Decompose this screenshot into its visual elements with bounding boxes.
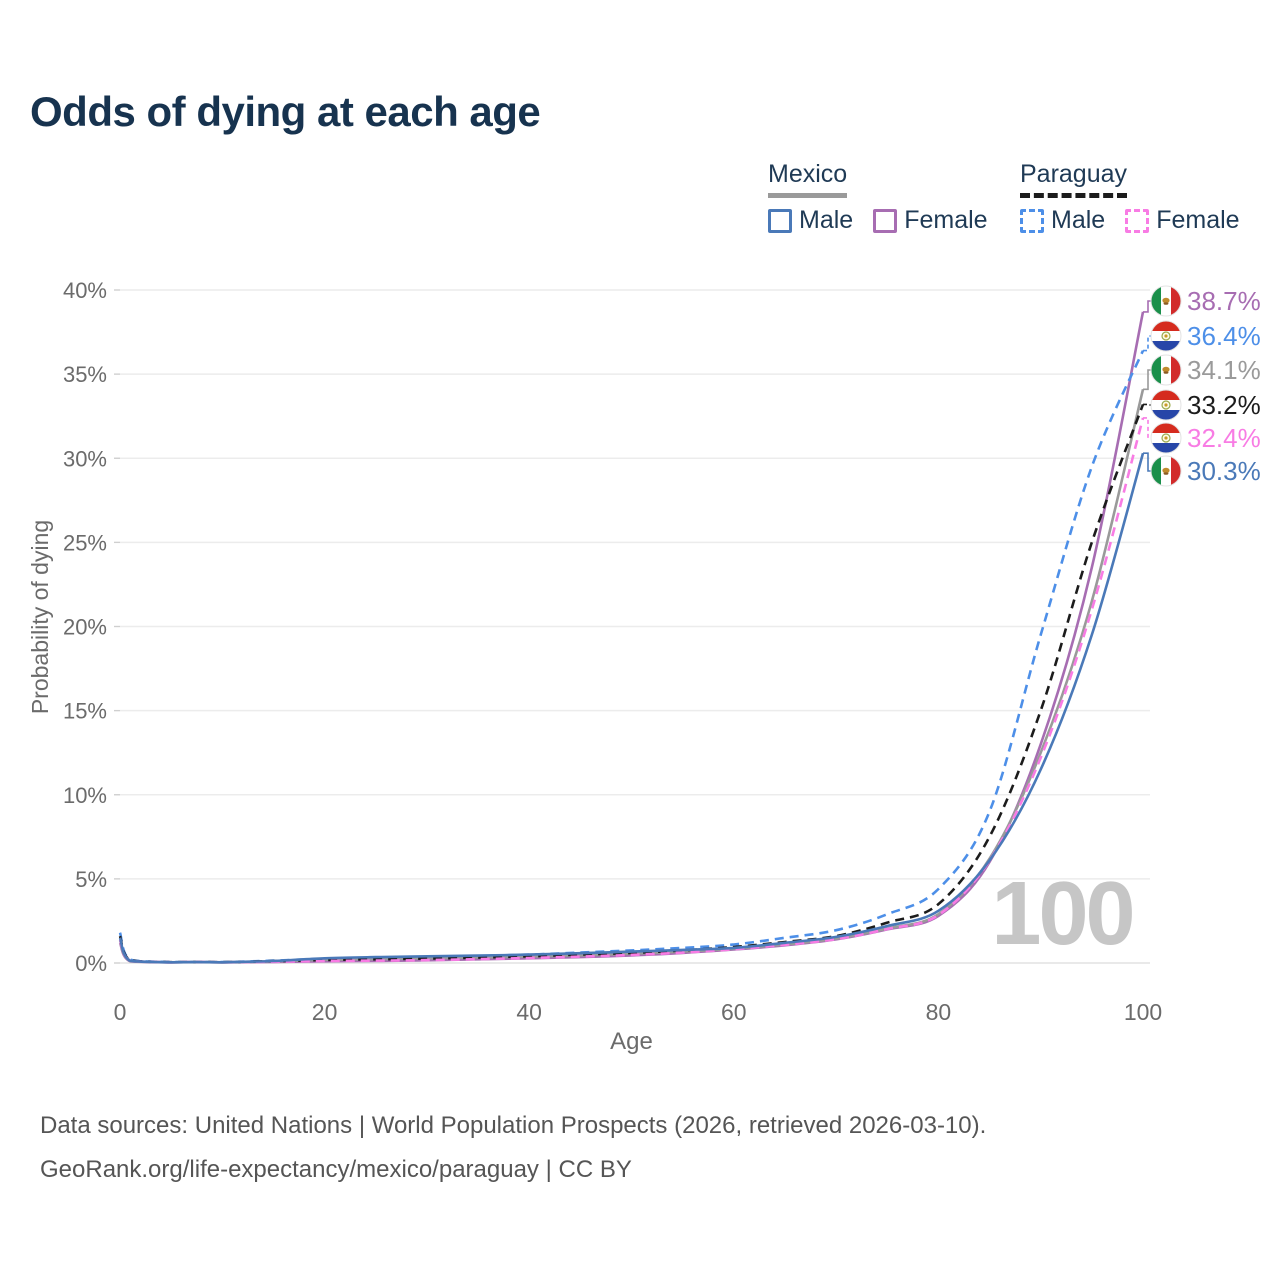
line-mexico-female[interactable]: [118, 311, 1145, 964]
end-value-label-mexico-female: 38.7%: [1187, 286, 1261, 316]
line-paraguay-male[interactable]: [118, 350, 1145, 964]
legend-group-mexico: Mexico Male Female: [768, 160, 988, 235]
y-tick-label: 5%: [75, 867, 107, 892]
paraguay-flag-icon: [1150, 389, 1182, 421]
end-value-label-paraguay-both: 33.2%: [1187, 390, 1261, 420]
legend-items-paraguay: Male Female: [1020, 206, 1240, 235]
end-value-label-paraguay-female: 32.4%: [1187, 423, 1261, 453]
end-connector-paraguay-male: [1143, 335, 1152, 352]
chart-title: Odds of dying at each age: [30, 88, 541, 135]
legend-country-paraguay[interactable]: Paraguay: [1020, 160, 1128, 198]
line-paraguay-female[interactable]: [118, 417, 1145, 964]
hover-age-watermark: 100: [991, 864, 1132, 964]
end-connector-paraguay-female: [1143, 417, 1152, 439]
mexico-flag-icon: [1150, 285, 1182, 317]
end-connector-mexico-both: [1143, 369, 1152, 391]
end-value-label-mexico-both: 34.1%: [1187, 355, 1261, 385]
x-tick-label: 20: [312, 999, 338, 1025]
legend-item-mexico-female[interactable]: Female: [873, 206, 988, 235]
y-tick-label: 30%: [63, 446, 107, 471]
y-tick-label: 35%: [63, 362, 107, 387]
legend-label-mexico-female: Female: [904, 206, 988, 234]
footer-line1: Data sources: United Nations | World Pop…: [40, 1112, 987, 1139]
y-tick-label: 15%: [63, 699, 107, 724]
footer-line2: GeoRank.org/life-expectancy/mexico/parag…: [40, 1156, 632, 1183]
paraguay-female-swatch-icon: [1125, 208, 1150, 233]
paraguay-male-swatch-icon: [1020, 208, 1044, 233]
y-tick-label: 20%: [63, 615, 107, 640]
mexico-female-swatch-icon: [873, 208, 898, 233]
legend-item-paraguay-male[interactable]: Male: [1020, 206, 1105, 235]
legend-item-mexico-male[interactable]: Male: [768, 206, 853, 235]
paraguay-flag-icon: [1150, 422, 1182, 454]
x-tick-label: 100: [1124, 999, 1162, 1025]
mexico-flag-icon: [1150, 455, 1182, 487]
legend-items-mexico: Male Female: [768, 206, 988, 235]
end-value-label-paraguay-male: 36.4%: [1187, 321, 1261, 351]
mexico-male-swatch-icon: [768, 208, 792, 233]
x-tick-label: 0: [114, 999, 127, 1025]
y-tick-label: 10%: [63, 783, 107, 808]
end-connector-mexico-female: [1143, 300, 1152, 313]
x-axis-title: Age: [610, 1028, 653, 1055]
x-tick-label: 80: [926, 999, 952, 1025]
y-tick-label: 0%: [75, 951, 107, 976]
x-tick-label: 40: [516, 999, 542, 1025]
end-connector-mexico-male: [1143, 452, 1152, 472]
legend-label-mexico-male: Male: [799, 206, 854, 234]
legend-item-paraguay-female[interactable]: Female: [1125, 206, 1240, 235]
x-tick-label: 60: [721, 999, 747, 1025]
line-mexico-both[interactable]: [118, 388, 1145, 964]
legend-label-paraguay-female: Female: [1156, 206, 1240, 234]
y-axis-title: Probability of dying: [27, 520, 53, 714]
end-value-label-mexico-male: 30.3%: [1187, 456, 1261, 486]
paraguay-flag-icon: [1150, 320, 1182, 352]
legend-group-paraguay: Paraguay Male Female: [1020, 160, 1240, 235]
legend-country-mexico[interactable]: Mexico: [768, 160, 848, 198]
y-tick-label: 40%: [63, 278, 107, 303]
y-tick-label: 25%: [63, 530, 107, 555]
line-mexico-male[interactable]: [118, 452, 1145, 964]
legend-label-paraguay-male: Male: [1051, 206, 1106, 234]
end-connector-paraguay-both: [1143, 403, 1152, 406]
mexico-flag-icon: [1150, 354, 1182, 386]
data-sources: Data sources: United Nations | World Pop…: [40, 1104, 986, 1192]
